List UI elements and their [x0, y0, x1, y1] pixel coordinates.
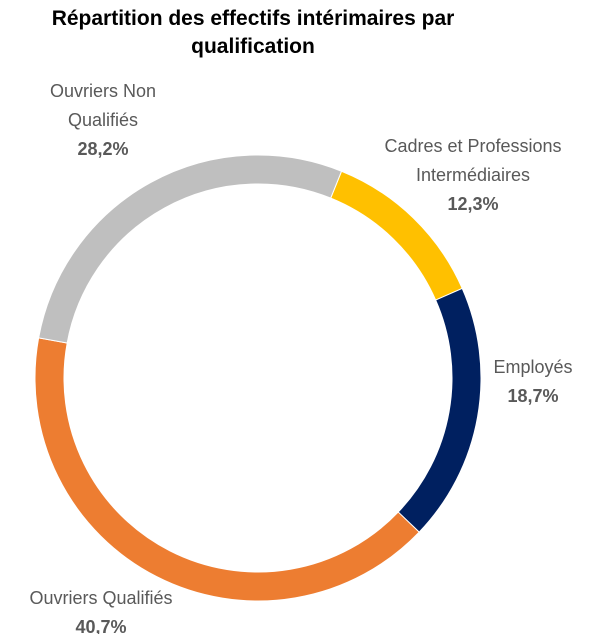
donut-segment — [34, 337, 420, 602]
donut-segment — [38, 154, 343, 344]
category-label: Ouvriers Non Qualifiés — [49, 81, 157, 130]
data-label: Employés 18,7% — [478, 353, 588, 411]
value-label: 28,2% — [77, 139, 129, 159]
category-label: Ouvriers Qualifiés — [29, 588, 173, 608]
data-label: Ouvriers Non Qualifiés 28,2% — [28, 77, 178, 164]
data-label: Cadres et Professions Intermédiaires 12,3… — [362, 132, 584, 219]
category-label: Cadres et Professions Intermédiaires — [384, 136, 562, 185]
value-label: 40,7% — [75, 617, 127, 634]
data-label: Ouvriers Qualifiés 40,7% — [6, 584, 196, 634]
chart-title: Répartition des effectifs intérimaires p… — [51, 7, 455, 58]
donut-segment — [397, 287, 482, 533]
value-label: 18,7% — [507, 386, 559, 406]
value-label: 12,3% — [447, 194, 499, 214]
category-label: Employés — [493, 357, 573, 377]
